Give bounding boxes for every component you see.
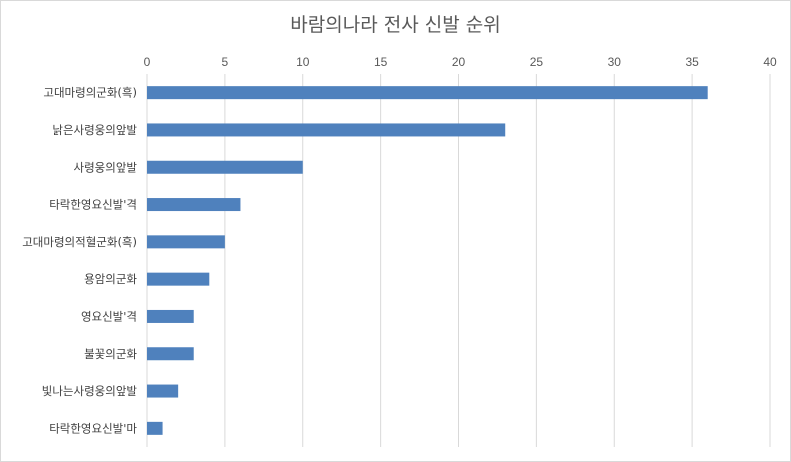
bar bbox=[147, 235, 225, 249]
bar bbox=[147, 198, 241, 212]
category-label: 타락한영요신발'마 bbox=[49, 421, 137, 435]
x-tick-label: 40 bbox=[763, 55, 777, 69]
x-tick-label: 0 bbox=[144, 55, 151, 69]
bars bbox=[147, 86, 708, 435]
chart-title: 바람의나라 전사 신발 순위 bbox=[290, 14, 501, 36]
x-axis-ticks: 0 5 10 15 20 25 30 35 40 bbox=[144, 55, 777, 69]
category-label: 타락한영요신발'격 bbox=[49, 198, 137, 212]
x-tick-label: 20 bbox=[452, 55, 466, 69]
bar bbox=[147, 160, 303, 174]
x-tick-label: 25 bbox=[530, 55, 544, 69]
category-label: 고대마령의군화(흑) bbox=[43, 86, 137, 100]
category-label: 용암의군화 bbox=[84, 272, 137, 286]
x-tick-label: 5 bbox=[222, 55, 229, 69]
category-labels: 고대마령의군화(흑) 낡은사령웅의앞발사령웅의앞발타락한영요신발'격고대마령의적혈… bbox=[22, 86, 137, 436]
bar bbox=[147, 123, 506, 137]
category-label: 낡은사령웅의앞발 bbox=[52, 123, 137, 137]
x-tick-label: 15 bbox=[374, 55, 388, 69]
category-label: 사령웅의앞발 bbox=[74, 160, 138, 174]
x-tick-label: 10 bbox=[296, 55, 310, 69]
category-label: 불꽃의군화 bbox=[84, 347, 137, 361]
category-label: 고대마령의적혈군화(흑) bbox=[22, 235, 137, 249]
category-label: 영요신발'격 bbox=[81, 309, 137, 323]
bar bbox=[147, 384, 179, 398]
bar bbox=[147, 272, 210, 286]
bar bbox=[147, 421, 163, 435]
bar bbox=[147, 347, 194, 361]
x-tick-label: 30 bbox=[608, 55, 622, 69]
bar bbox=[147, 309, 194, 323]
bar bbox=[147, 86, 708, 100]
x-tick-label: 35 bbox=[685, 55, 699, 69]
category-label: 빛나는사령웅의앞발 bbox=[42, 384, 138, 398]
